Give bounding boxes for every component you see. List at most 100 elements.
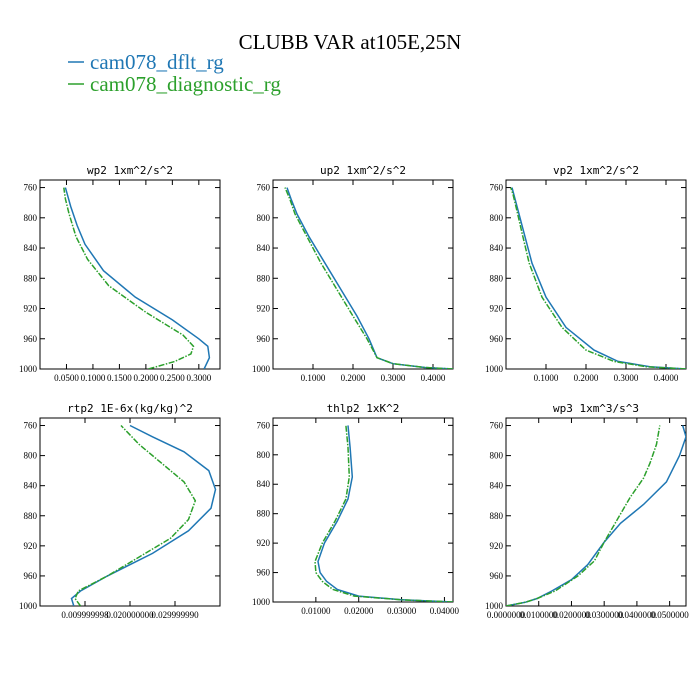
series-line-diagnostic (74, 424, 197, 606)
y-tick-label: 840 (257, 243, 271, 253)
series-line-dflt (506, 425, 686, 606)
y-tick-label: 840 (490, 481, 504, 491)
y-tick-label: 1000 (19, 364, 38, 374)
x-tick-label: 0.04000 (430, 606, 460, 616)
y-tick-label: 840 (490, 243, 504, 253)
x-tick-label: 0.02000 (344, 606, 374, 616)
x-tick-label: 0.0100000 (520, 610, 559, 620)
x-tick-label: 0.4000 (421, 373, 446, 383)
series-line-dflt (286, 187, 453, 369)
y-tick-label: 760 (257, 183, 271, 193)
panel-6: wp3 1xm^3/s^3 1000 960 920 880 840 800 760 0.000… (485, 402, 689, 620)
y-tick-label: 800 (490, 213, 504, 223)
series-line-dflt (64, 187, 211, 369)
y-tick-label: 760 (24, 183, 38, 193)
x-tick-label: 0.020000000 (106, 610, 154, 620)
y-tick-label: 1000 (485, 601, 504, 611)
plot-frame (39, 179, 221, 370)
x-tick-label: 0.3000 (614, 373, 639, 383)
y-tick-label: 840 (24, 243, 38, 253)
x-tick-label: 0.029999990 (151, 610, 199, 620)
x-tick-label: 0.4000 (654, 373, 679, 383)
y-tick-label: 960 (490, 571, 504, 581)
x-tick-label: 0.0500000 (651, 610, 690, 620)
figure-title: CLUBB VAR at105E,25N (239, 30, 462, 54)
y-tick-label: 880 (257, 509, 271, 519)
series-line-dflt (511, 187, 686, 369)
plot-frame (505, 179, 687, 370)
y-tick-label: 920 (257, 538, 271, 548)
y-tick-label: 880 (24, 273, 38, 283)
x-tick-label: 0.2000 (134, 373, 159, 383)
y-tick-label: 760 (490, 421, 504, 431)
legend-label-diagnostic: cam078_diagnostic_rg (90, 72, 281, 96)
x-tick-label: 0.0500 (54, 373, 79, 383)
y-tick-label: 960 (490, 334, 504, 344)
legend-label-dflt: cam078_dflt_rg (90, 50, 224, 74)
y-tick-label: 880 (257, 273, 271, 283)
series-line-diagnostic (63, 187, 195, 369)
panel-title: up2 1xm^2/s^2 (320, 164, 406, 177)
plot-frame (272, 179, 454, 370)
x-tick-label: 0.2500 (160, 373, 185, 383)
panel-title: wp2 1xm^2/s^2 (87, 164, 173, 177)
series-line-dflt (70, 424, 217, 606)
x-tick-label: 0.2000 (574, 373, 599, 383)
series-line-diagnostic (506, 425, 661, 606)
series-line-diagnostic (284, 187, 453, 369)
y-tick-label: 760 (490, 183, 504, 193)
y-tick-label: 920 (24, 541, 38, 551)
x-tick-label: 0.3000 (186, 373, 211, 383)
plot-frame (272, 417, 454, 603)
series-line-diagnostic (314, 425, 453, 602)
series-line-dflt (317, 425, 453, 602)
y-tick-label: 960 (257, 568, 271, 578)
panels: wp2 1xm^2/s^2 1000 960 920 880 840 800 760 0.050… (19, 164, 689, 620)
y-tick-label: 880 (490, 511, 504, 521)
plot-frame (505, 417, 687, 607)
y-tick-label: 1000 (485, 364, 504, 374)
x-tick-label: 0.1500 (107, 373, 132, 383)
y-tick-label: 920 (24, 304, 38, 314)
panel-1: wp2 1xm^2/s^2 1000 960 920 880 840 800 760 0.050… (19, 164, 221, 383)
y-tick-label: 960 (24, 334, 38, 344)
y-tick-label: 800 (24, 213, 38, 223)
y-tick-label: 960 (24, 571, 38, 581)
y-tick-label: 920 (490, 541, 504, 551)
x-tick-label: 0.0300000 (585, 610, 624, 620)
series-line-diagnostic (510, 187, 686, 369)
x-tick-label: 0.0200000 (552, 610, 591, 620)
x-tick-label: 0.1000 (301, 373, 326, 383)
y-tick-label: 1000 (252, 364, 271, 374)
x-tick-label: 0.0400000 (618, 610, 657, 620)
x-tick-label: 0.01000 (301, 606, 331, 616)
plot-frame (39, 417, 221, 607)
y-tick-label: 800 (490, 451, 504, 461)
x-tick-label: 0.2000 (341, 373, 366, 383)
panel-title: vp2 1xm^2/s^2 (553, 164, 639, 177)
y-tick-label: 920 (490, 304, 504, 314)
legend: cam078_dflt_rg cam078_diagnostic_rg (68, 50, 281, 96)
panel-title: wp3 1xm^3/s^3 (553, 402, 639, 415)
y-tick-label: 800 (257, 450, 271, 460)
y-tick-label: 880 (490, 273, 504, 283)
panel-title: thlp2 1xK^2 (327, 402, 400, 415)
y-tick-label: 960 (257, 334, 271, 344)
x-tick-label: 0.3000 (381, 373, 406, 383)
x-tick-label: 0.0000000 (487, 610, 526, 620)
panel-2: up2 1xm^2/s^2 1000 960 920 880 840 800 760 0.100… (252, 164, 454, 383)
panel-title: rtp2 1E-6x(kg/kg)^2 (67, 402, 193, 415)
y-tick-label: 920 (257, 304, 271, 314)
y-tick-label: 760 (257, 420, 271, 430)
panel-5: thlp2 1xK^2 1000 960 920 880 840 800 760 0.01000… (252, 402, 460, 616)
y-tick-label: 800 (24, 451, 38, 461)
y-tick-label: 1000 (19, 601, 38, 611)
x-tick-label: 0.1000 (81, 373, 106, 383)
x-tick-label: 0.009999998 (61, 610, 109, 620)
y-tick-label: 880 (24, 511, 38, 521)
panel-3: vp2 1xm^2/s^2 1000 960 920 880 840 800 760 0.100… (485, 164, 687, 383)
panel-4: rtp2 1E-6x(kg/kg)^2 1000 960 920 880 840 800 76… (19, 402, 221, 620)
x-tick-label: 0.1000 (534, 373, 559, 383)
y-tick-label: 840 (257, 479, 271, 489)
